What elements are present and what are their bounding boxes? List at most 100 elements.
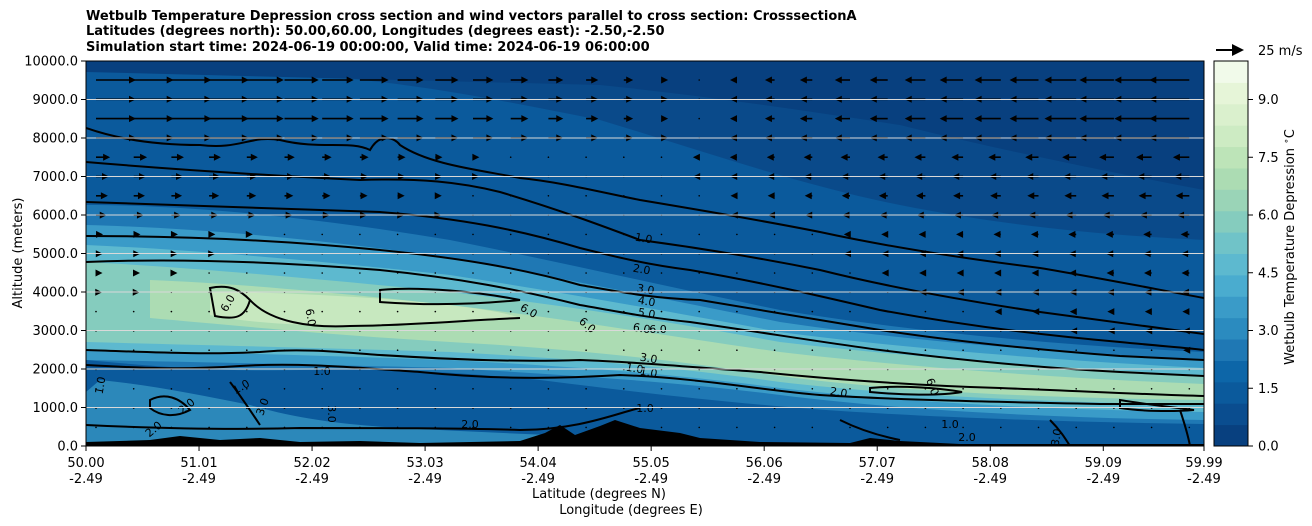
wind-vector (1037, 426, 1040, 429)
wind-vector-head (556, 76, 564, 84)
wind-vector (321, 349, 324, 352)
colorbar-tick-label: 3.0 (1258, 324, 1279, 339)
wind-vector (547, 195, 550, 197)
x-tick-label-lon: -2.49 (182, 472, 216, 487)
wind-vector (1000, 388, 1002, 390)
field-band-6 (210, 292, 520, 326)
wind-vector (585, 388, 587, 390)
wind-vector-head (287, 153, 295, 161)
wind-vector-head (840, 153, 848, 161)
contour-6-lower (869, 385, 1195, 413)
contour-label: 2.0 (958, 431, 976, 444)
wind-vector (170, 426, 173, 429)
wind-vector-head (994, 269, 1002, 277)
x-tick-label-lat: 53.03 (406, 456, 443, 471)
x-axis-title-lon: Longitude (degrees E) (559, 503, 703, 518)
wind-vector (811, 426, 814, 429)
wind-vector-head (175, 192, 183, 200)
wind-vector-head (1032, 308, 1040, 316)
wind-vector-head (1138, 192, 1146, 200)
y-tick-label: 0.0 (57, 440, 78, 455)
wind-vector-head (1101, 192, 1109, 200)
wind-vector-head (591, 115, 599, 123)
wind-vector (321, 272, 324, 274)
field-boundary-layer (86, 360, 1204, 446)
wind-vector-head (472, 153, 480, 161)
wind-vector-head (1031, 269, 1039, 277)
wind-vector (1150, 388, 1153, 390)
wind-vector-head (435, 153, 443, 161)
x-tick-label-lat: 51.01 (180, 456, 217, 471)
wind-vector-head (661, 76, 669, 84)
wind-vector (132, 388, 135, 390)
x-tick-label-lat: 57.07 (859, 456, 896, 471)
wind-vector-head (1114, 115, 1122, 123)
wind-vector (547, 426, 550, 429)
colorbar-swatch (1214, 339, 1248, 361)
wind-vector-head (939, 76, 947, 84)
wind-vector (924, 349, 927, 352)
x-tick-label-lat: 52.02 (293, 456, 330, 471)
wind-vector-head (100, 192, 108, 200)
wind-vector (849, 426, 851, 429)
wind-vector-head (919, 269, 927, 277)
wind-vector-head (204, 76, 212, 84)
contour-1-upper (86, 127, 1204, 299)
wind-vector (773, 349, 776, 352)
wind-vector (736, 426, 738, 429)
y-tick-label: 1000.0 (33, 401, 79, 416)
wind-vector-head (764, 115, 772, 123)
wind-vector-head (103, 153, 111, 161)
wind-vector-head (626, 76, 634, 84)
wind-vector-head (803, 153, 811, 161)
x-tick-label-lon: -2.49 (408, 472, 442, 487)
x-axis: 50.00-2.4951.01-2.4952.02-2.4953.03-2.49… (67, 446, 1223, 487)
wind-vector-head (1135, 153, 1143, 161)
wind-vector (962, 310, 964, 313)
wind-vector-head (953, 192, 961, 200)
colorbar-swatch (1214, 82, 1248, 105)
wind-vector-head (521, 115, 529, 123)
wind-key-label: 25 m/s (1258, 44, 1303, 59)
wind-vector (132, 349, 135, 352)
contour-label: 2.0 (829, 385, 848, 401)
wind-vector (736, 310, 738, 313)
wind-vector (208, 349, 210, 352)
x-tick-label-lon: -2.49 (634, 472, 668, 487)
wind-vector-head (956, 230, 964, 238)
contour-label: 2.0 (461, 418, 479, 431)
wind-vector-head (213, 153, 221, 161)
wind-vector-head (956, 269, 964, 277)
wind-vector (1113, 426, 1115, 429)
wind-vector-head (249, 192, 257, 200)
wind-vector (170, 349, 173, 352)
wind-vector (660, 233, 663, 236)
contour-label: 5.0 (637, 306, 656, 322)
wind-vector (698, 117, 700, 120)
wind-vector-head (137, 192, 145, 200)
colorbar-swatch (1214, 61, 1248, 83)
wind-vector (623, 388, 625, 390)
wind-vector (246, 310, 248, 313)
wind-vector-head (416, 115, 424, 123)
wind-vector-head (212, 192, 220, 200)
y-axis-title: Altitude (meters) (11, 198, 26, 309)
x-axis-title-lat: Latitude (degrees N) (532, 487, 666, 502)
wind-vector-head (834, 115, 842, 123)
wind-vector-head (993, 230, 1001, 238)
wind-vector (623, 233, 625, 236)
x-tick-label-lat: 54.04 (520, 456, 557, 471)
wind-vector (509, 233, 512, 236)
wind-vector-head (869, 115, 877, 123)
wind-vector (962, 388, 964, 390)
wind-vector (359, 272, 361, 274)
wind-vector-head (361, 153, 369, 161)
wind-vector (509, 272, 512, 274)
wind-vector (246, 388, 248, 390)
contour-label: 3.0 (639, 351, 658, 367)
wind-vector (773, 426, 776, 429)
wind-vector (1113, 349, 1115, 352)
wind-vector-head (799, 115, 807, 123)
wind-vector-head (730, 76, 738, 84)
wind-vector-head (916, 192, 924, 200)
